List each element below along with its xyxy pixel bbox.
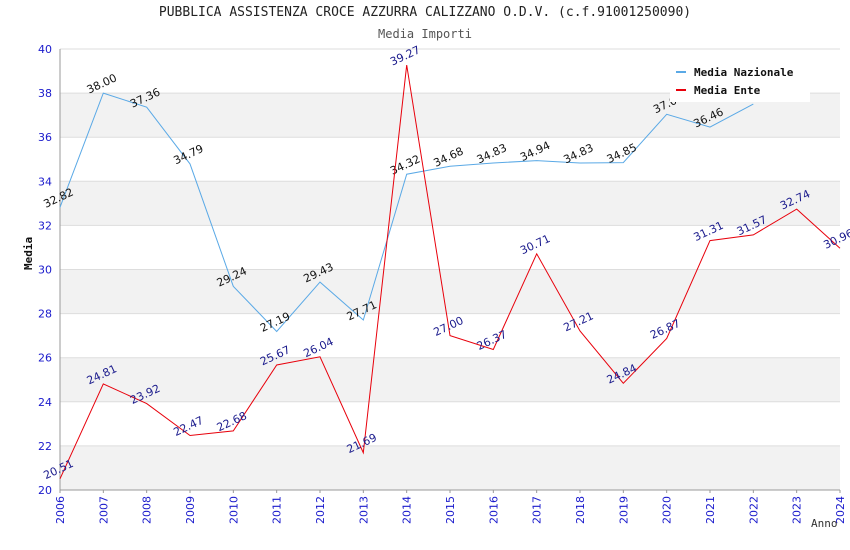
y-tick-label: 26: [38, 352, 52, 365]
x-tick-label: 2016: [487, 496, 500, 524]
series-line-media-ente: [59, 65, 841, 480]
x-tick-label: 2015: [444, 496, 457, 524]
x-tick-label: 2022: [747, 496, 760, 524]
y-tick-label: 20: [38, 484, 52, 497]
x-tick-label: 2011: [271, 496, 284, 524]
grid-band: [60, 269, 840, 314]
x-tick-label: 2014: [401, 496, 414, 524]
grid-band: [60, 225, 840, 270]
y-tick-label: 22: [38, 440, 52, 453]
grid-band: [60, 181, 840, 226]
y-tick-label: 30: [38, 264, 52, 277]
x-tick-label: 2010: [227, 496, 240, 524]
x-tick-label: 2023: [791, 496, 804, 524]
x-tick-label: 2017: [531, 496, 544, 524]
y-axis-label: Media: [22, 236, 35, 270]
x-tick-label: 2009: [184, 496, 197, 524]
y-tick-label: 40: [38, 43, 52, 56]
legend: Media Nazionale Media Ente: [670, 60, 810, 102]
x-tick-label: 2007: [97, 496, 110, 524]
x-axis-label: Anno: [811, 517, 838, 530]
chart-subtitle: Media Importi: [378, 27, 472, 41]
x-tick-label: 2008: [141, 496, 154, 524]
legend-label-media-ente: Media Ente: [694, 83, 761, 97]
chart-title: PUBBLICA ASSISTENZA CROCE AZZURRA CALIZZ…: [158, 5, 692, 20]
grid-band: [60, 357, 840, 402]
y-tick-label: 34: [38, 175, 52, 188]
legend-swatch-media-ente: [676, 89, 686, 91]
x-tick-label: 2006: [54, 496, 67, 524]
grid-band: [60, 401, 840, 446]
x-tick-label: 2020: [661, 496, 674, 524]
y-tick-label: 32: [38, 219, 52, 232]
x-tick-label: 2021: [704, 496, 717, 524]
grid-band: [60, 445, 840, 490]
y-tick-label: 28: [38, 308, 52, 321]
grid-band: [60, 137, 840, 182]
x-tick-label: 2024: [834, 496, 847, 524]
x-tick-label: 2013: [357, 496, 370, 524]
y-tick-label: 36: [38, 131, 52, 144]
x-tick-label: 2012: [314, 496, 327, 524]
legend-swatch-media-nazionale: [676, 71, 686, 73]
series-line-media-nazionale: [59, 92, 754, 333]
legend-item-media-ente: Media Ente: [676, 82, 760, 98]
legend-label-media-nazionale: Media Nazionale: [694, 65, 794, 79]
y-tick-label: 38: [38, 87, 52, 100]
y-tick-label: 24: [38, 396, 52, 409]
x-tick-label: 2019: [617, 496, 630, 524]
legend-item-media-nazionale: Media Nazionale: [676, 64, 793, 80]
x-tick-label: 2018: [574, 496, 587, 524]
